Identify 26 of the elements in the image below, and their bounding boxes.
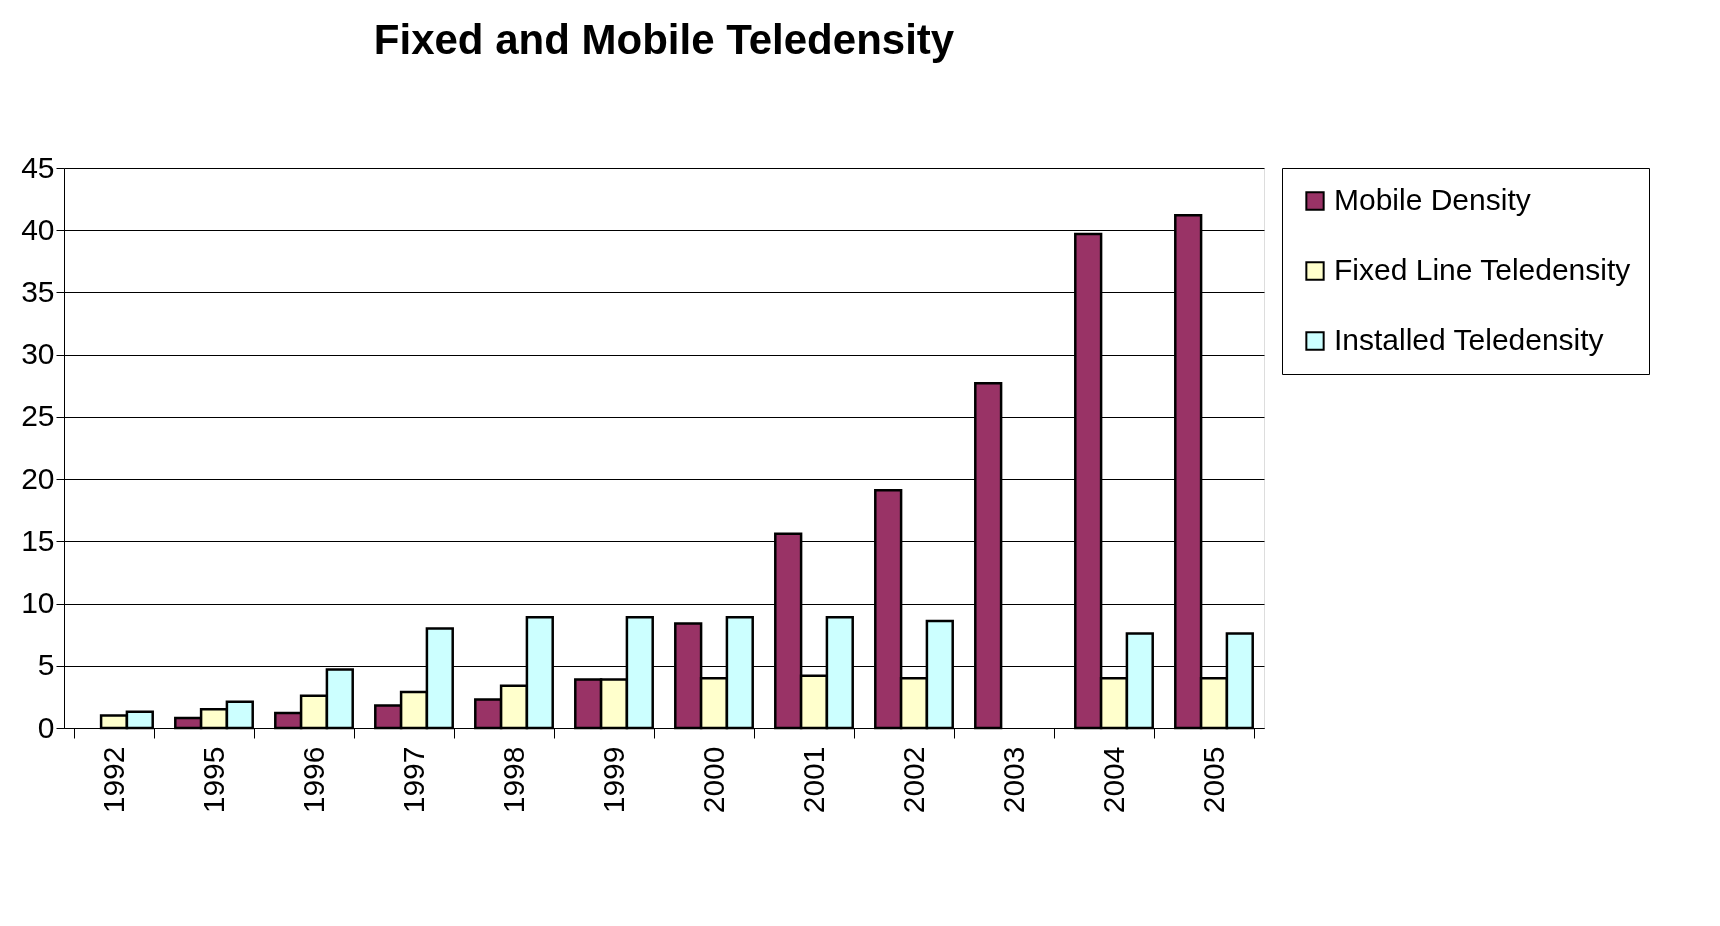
x-tick-label: 2005 bbox=[1196, 746, 1230, 814]
y-tick-label: 30 bbox=[21, 337, 55, 371]
legend-label: Fixed Line Teledensity bbox=[1334, 253, 1631, 286]
y-tick-label: 35 bbox=[21, 274, 55, 308]
y-tick-label: 10 bbox=[21, 586, 55, 620]
x-tick-label: 1999 bbox=[596, 746, 630, 814]
y-tick-label: 40 bbox=[21, 212, 55, 246]
x-tick-label: 2000 bbox=[696, 746, 730, 814]
x-tick-label: 1995 bbox=[196, 746, 230, 814]
x-tick-label: 1997 bbox=[396, 746, 430, 814]
y-tick-label: 5 bbox=[37, 648, 55, 682]
y-tick-label: 15 bbox=[21, 523, 55, 557]
x-tick-label: 2002 bbox=[896, 746, 930, 814]
x-tick-label: 2004 bbox=[1096, 746, 1130, 814]
y-tick-label: 20 bbox=[21, 461, 55, 495]
x-tick-label: 1992 bbox=[96, 746, 130, 814]
chart-title: Fixed and Mobile Teledensity bbox=[373, 16, 955, 63]
x-tick-label: 2001 bbox=[796, 746, 830, 814]
x-tick-label: 1996 bbox=[296, 746, 330, 814]
legend-label: Installed Teledensity bbox=[1334, 323, 1604, 356]
x-tick-label: 1998 bbox=[496, 746, 530, 814]
x-tick-label: 2003 bbox=[996, 746, 1030, 814]
y-tick-label: 0 bbox=[37, 710, 55, 744]
legend-label: Mobile Density bbox=[1334, 183, 1531, 216]
y-tick-label: 45 bbox=[21, 150, 55, 184]
y-tick-label: 25 bbox=[21, 399, 55, 433]
